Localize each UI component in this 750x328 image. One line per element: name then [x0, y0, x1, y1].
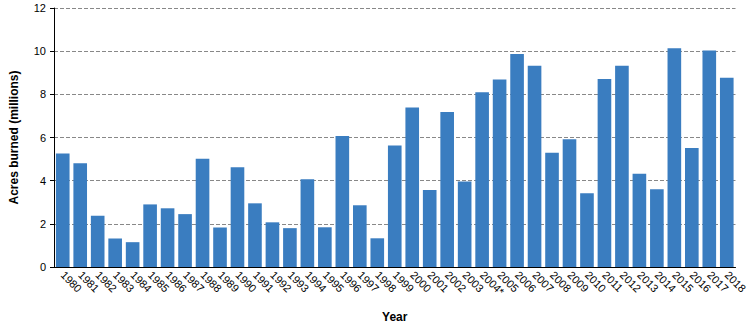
svg-text:1987: 1987: [180, 268, 207, 295]
svg-text:4: 4: [40, 175, 46, 187]
svg-text:0: 0: [40, 261, 46, 273]
svg-text:2003: 2003: [460, 268, 487, 295]
svg-text:2013: 2013: [635, 268, 661, 295]
svg-text:1989: 1989: [215, 268, 242, 295]
svg-text:2007: 2007: [530, 268, 557, 295]
svg-text:2009: 2009: [565, 268, 591, 295]
svg-text:2017: 2017: [705, 268, 731, 295]
svg-text:1990: 1990: [233, 268, 259, 295]
svg-text:1981: 1981: [76, 268, 102, 295]
svg-text:10: 10: [34, 45, 46, 57]
svg-text:2012: 2012: [617, 268, 644, 295]
svg-text:2005: 2005: [495, 268, 522, 295]
svg-text:2002: 2002: [442, 268, 469, 295]
svg-text:1988: 1988: [198, 268, 225, 295]
svg-text:2011: 2011: [600, 268, 626, 294]
svg-text:2010: 2010: [582, 268, 609, 295]
svg-text:1983: 1983: [110, 268, 137, 295]
svg-text:2: 2: [40, 218, 46, 230]
svg-text:2014: 2014: [652, 268, 679, 295]
svg-text:1985: 1985: [145, 268, 172, 295]
svg-text:1986: 1986: [163, 268, 190, 295]
svg-text:1994: 1994: [303, 268, 329, 295]
svg-text:2016: 2016: [687, 268, 714, 295]
svg-text:1982: 1982: [93, 268, 120, 295]
svg-text:Acres burned (millions): Acres burned (millions): [7, 70, 21, 204]
svg-text:2004*: 2004*: [477, 268, 507, 298]
svg-text:1992: 1992: [268, 268, 294, 295]
svg-text:Year: Year: [382, 310, 408, 324]
svg-text:1995: 1995: [320, 268, 347, 295]
svg-text:1991: 1991: [250, 268, 277, 295]
svg-text:2018: 2018: [723, 269, 749, 295]
svg-text:2001: 2001: [425, 268, 452, 295]
svg-text:1996: 1996: [338, 268, 364, 295]
svg-text:2008: 2008: [547, 268, 574, 295]
svg-text:2000: 2000: [408, 268, 434, 295]
svg-text:1998: 1998: [373, 268, 399, 295]
svg-text:2006: 2006: [512, 268, 539, 295]
svg-text:1980: 1980: [58, 268, 85, 295]
svg-text:1993: 1993: [285, 268, 312, 295]
svg-text:8: 8: [40, 88, 46, 100]
svg-text:1984: 1984: [128, 268, 155, 295]
svg-text:1997: 1997: [355, 268, 382, 295]
svg-text:1999: 1999: [390, 268, 417, 295]
svg-text:6: 6: [40, 132, 46, 144]
svg-text:2015: 2015: [670, 268, 696, 295]
svg-text:12: 12: [34, 2, 46, 14]
